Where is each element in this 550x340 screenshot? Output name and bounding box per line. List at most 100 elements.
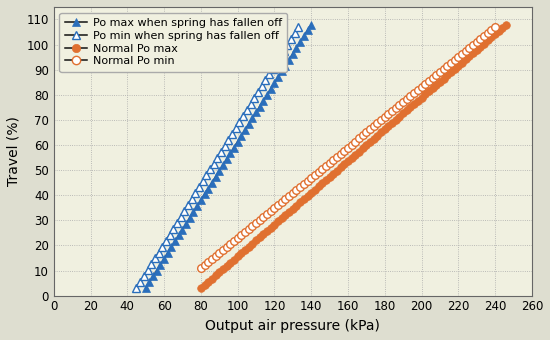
Po min when spring has fallen off bbox=[266, 72, 272, 76]
Po min when spring has fallen off bbox=[236, 120, 243, 124]
Po max when spring has fallen off bbox=[157, 262, 164, 267]
Po min when spring has fallen off bbox=[163, 239, 169, 243]
Po max when spring has fallen off bbox=[241, 128, 248, 132]
Po min when spring has fallen off bbox=[155, 251, 162, 255]
Po max when spring has fallen off bbox=[150, 274, 156, 278]
Normal Po max bbox=[348, 156, 355, 160]
Po max when spring has fallen off bbox=[264, 93, 271, 97]
Po max when spring has fallen off bbox=[197, 198, 204, 202]
Po min when spring has fallen off bbox=[284, 43, 290, 47]
Po max when spring has fallen off bbox=[186, 216, 193, 220]
Po max when spring has fallen off bbox=[183, 222, 189, 226]
Po min when spring has fallen off bbox=[222, 144, 228, 148]
Po max when spring has fallen off bbox=[245, 122, 252, 126]
Line: Po min when spring has fallen off: Po min when spring has fallen off bbox=[133, 23, 302, 292]
Po min when spring has fallen off bbox=[196, 185, 202, 189]
Po max when spring has fallen off bbox=[300, 34, 307, 38]
Po min when spring has fallen off bbox=[148, 262, 155, 267]
Po max when spring has fallen off bbox=[164, 251, 171, 255]
Po min when spring has fallen off bbox=[159, 244, 166, 249]
Po max when spring has fallen off bbox=[234, 140, 241, 144]
Normal Po max bbox=[197, 286, 204, 290]
Po min when spring has fallen off bbox=[185, 203, 191, 207]
Po min when spring has fallen off bbox=[181, 209, 188, 213]
Po min when spring has fallen off bbox=[152, 256, 158, 260]
Po max when spring has fallen off bbox=[249, 116, 256, 120]
Po min when spring has fallen off bbox=[229, 132, 235, 136]
Po max when spring has fallen off bbox=[190, 210, 197, 214]
Po max when spring has fallen off bbox=[278, 69, 285, 73]
Po min when spring has fallen off bbox=[240, 114, 246, 118]
Po max when spring has fallen off bbox=[293, 46, 300, 50]
Normal Po min bbox=[382, 115, 388, 119]
Po min when spring has fallen off bbox=[174, 221, 180, 225]
Po max when spring has fallen off bbox=[205, 186, 212, 190]
Po max when spring has fallen off bbox=[238, 134, 245, 138]
Po max when spring has fallen off bbox=[289, 52, 296, 56]
Normal Po max bbox=[444, 73, 450, 78]
Po min when spring has fallen off bbox=[166, 233, 173, 237]
Po max when spring has fallen off bbox=[194, 204, 201, 208]
Po min when spring has fallen off bbox=[233, 126, 239, 130]
Po max when spring has fallen off bbox=[271, 81, 278, 85]
Po max when spring has fallen off bbox=[286, 57, 293, 62]
Po max when spring has fallen off bbox=[308, 22, 315, 27]
Po max when spring has fallen off bbox=[260, 99, 267, 103]
Po max when spring has fallen off bbox=[219, 163, 226, 167]
Po min when spring has fallen off bbox=[280, 49, 287, 53]
Po max when spring has fallen off bbox=[223, 157, 230, 161]
X-axis label: Output air pressure (kPa): Output air pressure (kPa) bbox=[205, 319, 380, 333]
Po min when spring has fallen off bbox=[207, 167, 213, 171]
Po min when spring has fallen off bbox=[188, 197, 195, 201]
Normal Po min bbox=[359, 133, 366, 137]
Line: Po max when spring has fallen off: Po max when spring has fallen off bbox=[142, 21, 315, 292]
Po max when spring has fallen off bbox=[175, 233, 182, 237]
Po max when spring has fallen off bbox=[252, 110, 259, 115]
Po max when spring has fallen off bbox=[179, 227, 186, 232]
Po min when spring has fallen off bbox=[244, 108, 250, 112]
Y-axis label: Travel (%): Travel (%) bbox=[7, 116, 21, 186]
Po min when spring has fallen off bbox=[192, 191, 199, 195]
Po min when spring has fallen off bbox=[200, 179, 206, 183]
Po max when spring has fallen off bbox=[230, 146, 237, 150]
Po max when spring has fallen off bbox=[168, 245, 175, 249]
Po max when spring has fallen off bbox=[142, 286, 149, 290]
Po min when spring has fallen off bbox=[295, 25, 301, 29]
Normal Po max bbox=[334, 169, 340, 173]
Po max when spring has fallen off bbox=[146, 280, 153, 284]
Po max when spring has fallen off bbox=[201, 192, 208, 197]
Normal Po min bbox=[197, 266, 204, 270]
Line: Normal Po min: Normal Po min bbox=[197, 23, 499, 272]
Po min when spring has fallen off bbox=[288, 37, 294, 41]
Po min when spring has fallen off bbox=[273, 61, 279, 65]
Normal Po max bbox=[201, 283, 208, 287]
Po min when spring has fallen off bbox=[211, 162, 217, 166]
Po min when spring has fallen off bbox=[292, 31, 298, 35]
Po max when spring has fallen off bbox=[227, 151, 234, 155]
Po max when spring has fallen off bbox=[297, 40, 304, 44]
Po min when spring has fallen off bbox=[133, 286, 140, 290]
Legend: Po max when spring has fallen off, Po min when spring has fallen off, Normal Po : Po max when spring has fallen off, Po mi… bbox=[59, 13, 287, 72]
Po min when spring has fallen off bbox=[251, 96, 257, 100]
Normal Po max bbox=[216, 270, 223, 274]
Normal Po min bbox=[437, 70, 443, 74]
Po max when spring has fallen off bbox=[216, 169, 223, 173]
Po max when spring has fallen off bbox=[256, 104, 263, 108]
Po max when spring has fallen off bbox=[208, 181, 215, 185]
Po min when spring has fallen off bbox=[214, 155, 221, 159]
Normal Po min bbox=[452, 58, 458, 62]
Po min when spring has fallen off bbox=[218, 150, 224, 154]
Po max when spring has fallen off bbox=[153, 269, 160, 273]
Po min when spring has fallen off bbox=[255, 90, 261, 94]
Po min when spring has fallen off bbox=[170, 227, 177, 231]
Po min when spring has fallen off bbox=[225, 138, 232, 142]
Po max when spring has fallen off bbox=[282, 64, 289, 68]
Po min when spring has fallen off bbox=[247, 102, 254, 106]
Po max when spring has fallen off bbox=[172, 239, 178, 243]
Po max when spring has fallen off bbox=[267, 87, 274, 91]
Normal Po max bbox=[429, 86, 436, 90]
Po max when spring has fallen off bbox=[161, 257, 167, 261]
Line: Normal Po max: Normal Po max bbox=[197, 21, 510, 292]
Po min when spring has fallen off bbox=[177, 215, 184, 219]
Normal Po min bbox=[492, 25, 498, 29]
